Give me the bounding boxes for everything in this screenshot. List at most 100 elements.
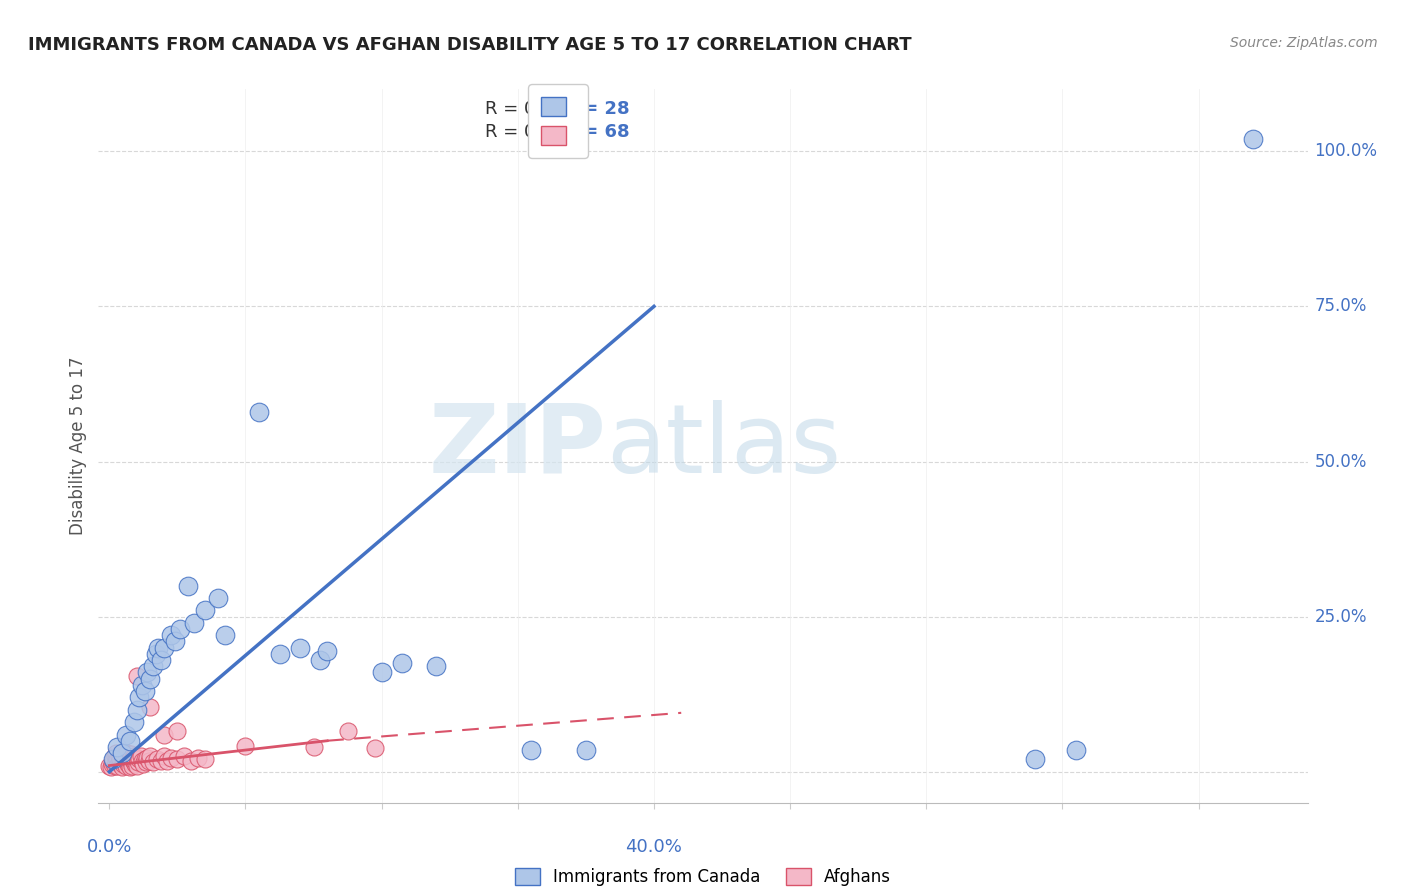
Point [108, 756, 131, 770]
Point [128, 690, 150, 705]
Point [114, 727, 136, 741]
Point [139, 672, 162, 686]
Point [122, 756, 145, 770]
Text: R = 0.661: R = 0.661 [485, 100, 575, 118]
Point [120, 747, 142, 762]
Point [134, 752, 156, 766]
Point [142, 756, 165, 770]
Point [139, 699, 162, 714]
Point [138, 754, 160, 768]
Point [155, 754, 177, 768]
Point [146, 752, 169, 766]
Point [370, 665, 392, 680]
Point [118, 760, 141, 774]
Point [269, 647, 291, 661]
Text: N = 28: N = 28 [561, 100, 628, 118]
Point [150, 653, 173, 667]
Point [520, 743, 543, 757]
Text: IMMIGRANTS FROM CANADA VS AFGHAN DISABILITY AGE 5 TO 17 CORRELATION CHART: IMMIGRANTS FROM CANADA VS AFGHAN DISABIL… [28, 36, 911, 54]
Point [207, 591, 229, 605]
Point [135, 756, 157, 770]
Point [183, 615, 205, 630]
Point [194, 603, 217, 617]
Point [235, 739, 257, 753]
Text: R = 0.103: R = 0.103 [485, 123, 575, 142]
Point [103, 752, 125, 766]
Point [169, 622, 191, 636]
Point [1064, 743, 1087, 757]
Legend: Immigrants from Canada, Afghans: Immigrants from Canada, Afghans [506, 860, 900, 892]
Point [125, 758, 148, 772]
Point [115, 756, 138, 770]
Point [103, 752, 125, 766]
Point [122, 749, 145, 764]
Point [107, 758, 129, 772]
Point [152, 749, 174, 764]
Point [107, 752, 129, 766]
Point [177, 579, 200, 593]
Point [118, 751, 141, 765]
Point [104, 749, 127, 764]
Point [120, 756, 142, 770]
Text: 0.0%: 0.0% [87, 838, 132, 856]
Point [152, 727, 174, 741]
Point [142, 659, 165, 673]
Point [152, 640, 174, 655]
Point [316, 644, 339, 658]
Point [110, 746, 132, 760]
Point [134, 684, 156, 698]
Point [121, 758, 143, 772]
Text: ZIP: ZIP [429, 400, 606, 492]
Point [105, 746, 128, 760]
Point [180, 754, 202, 768]
Point [110, 754, 132, 768]
Point [194, 752, 217, 766]
Point [163, 634, 186, 648]
Point [364, 741, 387, 756]
Point [159, 751, 181, 765]
Point [125, 703, 148, 717]
Point [166, 752, 188, 766]
Point [125, 751, 148, 765]
Point [121, 752, 143, 766]
Point [103, 756, 125, 770]
Point [173, 749, 195, 764]
Point [166, 724, 188, 739]
Point [131, 754, 153, 768]
Point [108, 757, 131, 772]
Point [1241, 132, 1264, 146]
Point [114, 758, 136, 772]
Point [115, 746, 138, 760]
Point [117, 754, 139, 768]
Point [136, 665, 159, 680]
Point [1024, 752, 1046, 766]
Point [111, 757, 134, 772]
Point [575, 743, 598, 757]
Point [124, 757, 146, 772]
Point [127, 756, 149, 770]
Point [108, 752, 131, 766]
Point [132, 757, 155, 772]
Point [136, 751, 159, 765]
Y-axis label: Disability Age 5 to 17: Disability Age 5 to 17 [69, 357, 87, 535]
Point [139, 749, 162, 764]
Point [124, 754, 146, 768]
Point [105, 756, 128, 770]
Text: 100.0%: 100.0% [1315, 142, 1378, 161]
Point [214, 628, 236, 642]
Text: atlas: atlas [606, 400, 841, 492]
Point [107, 739, 129, 754]
Point [187, 751, 209, 765]
Point [117, 757, 139, 772]
Point [159, 628, 181, 642]
Point [128, 752, 150, 766]
Text: Source: ZipAtlas.com: Source: ZipAtlas.com [1230, 36, 1378, 50]
Point [391, 656, 413, 670]
Point [111, 751, 134, 765]
Point [309, 653, 332, 667]
Point [122, 715, 145, 730]
Point [125, 668, 148, 682]
Point [145, 647, 167, 661]
Point [110, 760, 132, 774]
Text: 75.0%: 75.0% [1315, 297, 1367, 316]
